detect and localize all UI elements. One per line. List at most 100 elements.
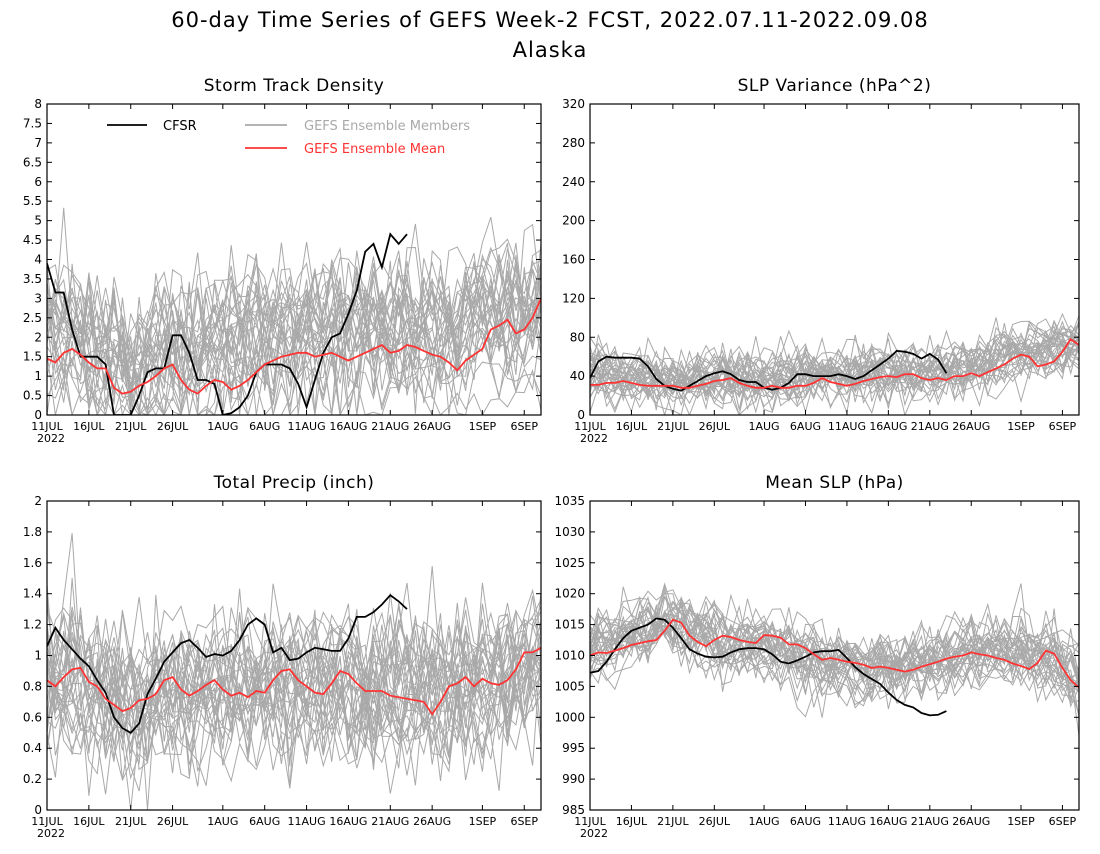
ensemble-member-line [47, 217, 541, 367]
x-tick-label: 21AUG [371, 815, 409, 828]
chart-panel-3: Total Precip (inch) 0 0.2 0.4 0.6 0.8 1 1.2 1.4 1… [23, 473, 542, 840]
x-tick-label: 11AUG [288, 420, 326, 433]
y-tick-label: 1030 [554, 525, 585, 539]
y-tick-label: 4.5 [23, 233, 42, 247]
ensemble-member-line [47, 294, 541, 415]
y-tick-label: 280 [562, 136, 585, 150]
legend: CFSR GEFS Ensemble Members GEFS Ensemble M… [107, 119, 470, 157]
ensemble-member-line [47, 250, 541, 394]
ensemble-member-line [47, 285, 541, 415]
y-tick-label: 1035 [554, 494, 585, 508]
y-tick-label: 1005 [554, 679, 585, 693]
legend-label-cfsr: CFSR [163, 119, 197, 134]
plot-area [47, 533, 541, 810]
x-tick-label: 26JUL [157, 815, 189, 828]
x-tick-label: 26AUG [952, 815, 990, 828]
x-tick-label: 16JUL [616, 420, 648, 433]
ensemble-member-line [590, 344, 1079, 415]
ensemble-member-line [590, 320, 1079, 403]
x-tick-label: 6AUG [790, 420, 821, 433]
legend-label-mean: GEFS Ensemble Mean [304, 142, 445, 157]
x-tick-label: 21JUL [115, 420, 147, 433]
ensemble-member-line [47, 650, 541, 810]
x-tick-label: 11AUG [828, 420, 866, 433]
x-tick-label: 11JUL [574, 815, 606, 828]
y-tick-label: 1 [34, 369, 42, 383]
x-tick-label: 16AUG [869, 815, 907, 828]
x-tick-label: 21JUL [657, 420, 689, 433]
y-tick-label: 0 [34, 408, 42, 422]
x-tick-label: 16JUL [73, 815, 105, 828]
x-tick-label: 11JUL [31, 815, 63, 828]
x-year-label: 2022 [37, 432, 65, 445]
x-tick-label: 11AUG [288, 815, 326, 828]
x-tick-label: 1SEP [469, 815, 497, 828]
ensemble-member-line [590, 611, 1079, 703]
x-tick-label: 21AUG [911, 420, 949, 433]
y-tick-label: 1010 [554, 649, 585, 663]
y-tick-label: 0.4 [23, 741, 42, 755]
x-tick-label: 16AUG [869, 420, 907, 433]
x-tick-label: 16AUG [329, 420, 367, 433]
y-tick-label: 160 [562, 253, 585, 267]
x-tick-label: 6SEP [510, 815, 538, 828]
x-tick-label: 6AUG [790, 815, 821, 828]
ensemble-member-line [590, 629, 1079, 736]
ensemble-member-line [47, 606, 541, 738]
y-tick-label: 4 [34, 253, 42, 267]
plot-area [590, 312, 1079, 415]
ensemble-member-line [47, 602, 541, 767]
y-tick-label: 1.8 [23, 525, 42, 539]
y-tick-label: 0.8 [23, 679, 42, 693]
x-tick-label: 1SEP [1007, 420, 1035, 433]
ensemble-member-line [590, 613, 1079, 718]
figure-subtitle: Alaska [513, 38, 588, 62]
x-tick-label: 1AUG [748, 420, 779, 433]
y-tick-label: 5.5 [23, 194, 42, 208]
x-tick-label: 26AUG [413, 420, 451, 433]
y-tick-label: 7.5 [23, 116, 42, 130]
panel-title: Storm Track Density [204, 76, 385, 96]
y-tick-label: 2 [34, 494, 42, 508]
y-tick-label: 1025 [554, 556, 585, 570]
ensemble-member-line [47, 269, 541, 415]
x-tick-label: 26JUL [699, 420, 731, 433]
x-tick-label: 1AUG [748, 815, 779, 828]
x-tick-label: 11JUL [31, 420, 63, 433]
x-tick-label: 21JUL [115, 815, 147, 828]
y-tick-label: 3.5 [23, 272, 42, 286]
legend-label-members: GEFS Ensemble Members [304, 119, 470, 134]
x-tick-label: 21JUL [657, 815, 689, 828]
ensemble-member-line [590, 332, 1079, 413]
chart-panel-1: Storm Track Density 0 0.5 1 1.5 2 2.5 3 3.5 4 4.5 5… [23, 76, 542, 445]
x-tick-label: 1AUG [207, 815, 238, 828]
ensemble-member-line [47, 578, 541, 742]
y-tick-label: 1020 [554, 587, 585, 601]
x-tick-label: 26JUL [157, 420, 189, 433]
y-tick-label: 0.2 [23, 772, 42, 786]
ensemble-member-line [47, 244, 541, 413]
ensemble-member-line [590, 343, 1079, 410]
y-tick-label: 2 [34, 330, 42, 344]
ensemble-member-line [47, 648, 541, 780]
x-tick-label: 16AUG [329, 815, 367, 828]
cfsr-line [590, 349, 948, 392]
ensemble-member-line [590, 321, 1079, 401]
ensemble-mean-line [590, 618, 1079, 689]
x-tick-label: 6AUG [249, 420, 280, 433]
x-tick-label: 6SEP [1049, 815, 1077, 828]
y-tick-label: 3 [34, 291, 42, 305]
y-tick-label: 80 [570, 330, 585, 344]
ensemble-member-line [590, 320, 1079, 394]
y-tick-label: 0 [577, 408, 585, 422]
y-tick-label: 1015 [554, 618, 585, 632]
ensemble-member-line [590, 607, 1079, 700]
ensemble-members [47, 533, 541, 810]
panel-title: SLP Variance (hPa^2) [738, 76, 932, 96]
panel-title: Total Precip (inch) [213, 473, 375, 493]
y-tick-label: 1.5 [23, 350, 42, 364]
x-tick-label: 11JUL [574, 420, 606, 433]
figure-title: 60-day Time Series of GEFS Week-2 FCST, … [171, 8, 929, 32]
x-tick-label: 6SEP [510, 420, 538, 433]
